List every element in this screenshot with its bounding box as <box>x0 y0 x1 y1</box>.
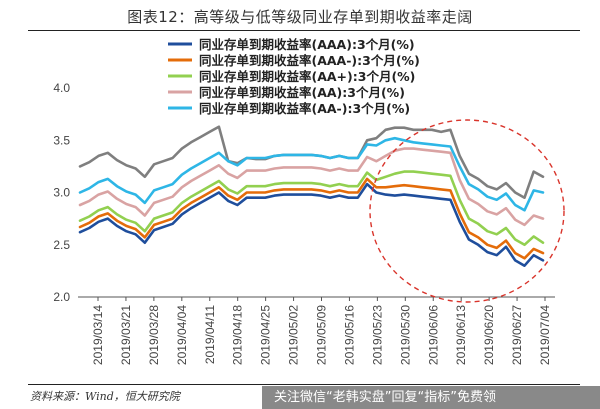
x-tick-label: 2019/04/18 <box>231 305 245 365</box>
series-line <box>78 170 545 247</box>
x-tick-label: 2019/06/13 <box>454 305 468 365</box>
watermark-banner: 关注微信“老韩实盘”回复“指标”免费领 <box>262 386 600 409</box>
x-tick-label: 2019/05/23 <box>370 305 384 365</box>
x-tick-label: 2019/05/02 <box>287 305 301 365</box>
x-tick-label: 2019/03/14 <box>91 305 105 365</box>
x-tick-label: 2019/06/20 <box>482 305 496 365</box>
y-tick-label: 4.0 <box>53 81 70 95</box>
legend-label: 同业存单到期收益率(AA):3个月(%) <box>199 85 405 100</box>
series-line <box>78 147 545 227</box>
x-tick-label: 2019/03/21 <box>119 305 133 365</box>
x-tick-label: 2019/06/06 <box>426 305 440 365</box>
series-line <box>78 177 545 260</box>
highlight-circle <box>369 119 565 303</box>
y-tick-label: 2.0 <box>53 290 70 304</box>
legend-label: 同业存单到期收益率(AAA):3个月(%) <box>199 37 415 52</box>
source-note: 资料来源：Wind，恒大研究院 <box>30 390 180 403</box>
x-tick-label: 2019/05/16 <box>342 305 356 365</box>
footer-divider <box>28 384 580 385</box>
x-tick-label: 2019/07/04 <box>538 305 552 365</box>
y-tick-label: 2.5 <box>53 238 70 252</box>
x-tick-label: 2019/04/04 <box>175 305 189 365</box>
y-tick-label: 3.5 <box>53 133 70 147</box>
legend: 同业存单到期收益率(AAA):3个月(%)同业存单到期收益率(AAA-):3个月… <box>168 37 420 116</box>
x-tick-label: 2019/06/27 <box>510 305 524 365</box>
chart-title: 图表12：高等级与低等级同业存单到期收益率走阔 <box>127 8 473 26</box>
series-line <box>78 136 545 212</box>
x-tick-label: 2019/05/09 <box>315 305 329 365</box>
title-divider <box>28 30 580 31</box>
series-layer <box>78 125 545 268</box>
highlight-layer <box>369 119 565 303</box>
legend-label: 同业存单到期收益率(AA+):3个月(%) <box>199 69 415 84</box>
x-tick-label: 2019/03/28 <box>147 305 161 365</box>
x-tick-label: 2019/05/30 <box>398 305 412 365</box>
axes-layer: 2.0 2.5 3.0 3.5 4.0 2019/03/14 2019/03/21 2019/… <box>53 81 555 365</box>
series-line <box>78 182 545 268</box>
x-tick-label: 2019/04/25 <box>259 305 273 365</box>
legend-label: 同业存单到期收益率(AA-):3个月(%) <box>199 101 410 116</box>
legend-label: 同业存单到期收益率(AAA-):3个月(%) <box>199 53 420 68</box>
x-tick-label: 2019/04/11 <box>203 305 217 364</box>
y-tick-label: 3.0 <box>53 186 70 200</box>
